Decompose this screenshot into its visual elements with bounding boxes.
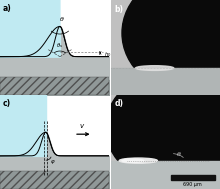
Text: $\theta_s$: $\theta_s$ xyxy=(56,41,63,50)
Text: b): b) xyxy=(114,5,123,14)
Text: $v$: $v$ xyxy=(79,122,86,130)
Text: $h_0$: $h_0$ xyxy=(104,50,112,59)
Ellipse shape xyxy=(122,159,144,162)
Polygon shape xyxy=(171,175,214,180)
Polygon shape xyxy=(0,94,46,156)
Ellipse shape xyxy=(136,66,174,70)
Polygon shape xyxy=(111,0,220,94)
Circle shape xyxy=(106,71,220,184)
Text: $\varphi$: $\varphi$ xyxy=(50,158,56,166)
Text: d): d) xyxy=(114,99,123,108)
Text: a): a) xyxy=(2,4,11,13)
Polygon shape xyxy=(111,94,220,189)
Polygon shape xyxy=(0,171,109,189)
Circle shape xyxy=(122,0,220,94)
Text: $\theta$: $\theta$ xyxy=(59,15,64,23)
Text: c): c) xyxy=(2,99,10,108)
Polygon shape xyxy=(0,77,109,94)
Text: $\theta$: $\theta$ xyxy=(176,150,182,158)
Polygon shape xyxy=(111,161,220,189)
Ellipse shape xyxy=(119,158,157,163)
Polygon shape xyxy=(111,68,220,94)
Polygon shape xyxy=(0,0,60,57)
Text: 690 μm: 690 μm xyxy=(183,182,202,187)
